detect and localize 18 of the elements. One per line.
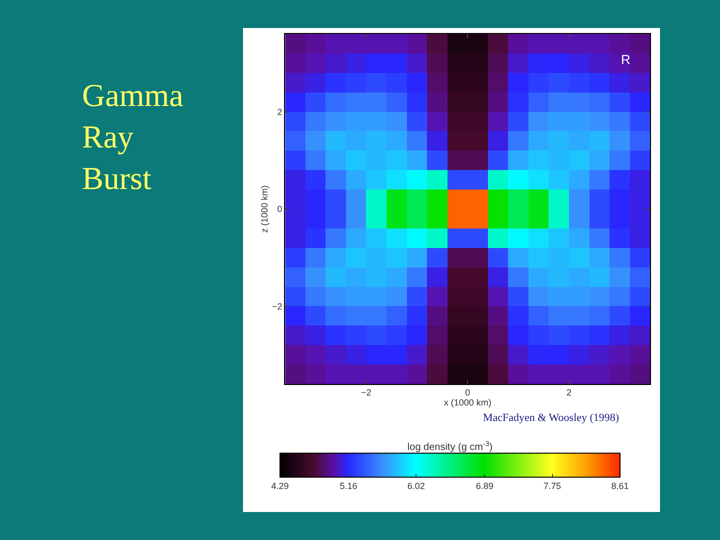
color-bar-label: 6.89 [476, 481, 494, 491]
color-bar-label: 5.16 [340, 481, 358, 491]
text: MacFadyen & Woosley (1998) [483, 412, 620, 424]
y-tick-label: 2 [277, 106, 282, 117]
text: Gamma Ray Burst [82, 77, 184, 196]
color-bar-title: log density (g cm$^{-3}$) [407, 440, 493, 454]
color-bar-label: 4.29 [271, 481, 289, 491]
x-axis-title: x (1000 km) [444, 398, 492, 408]
y-axis-title: z (1000 km) [259, 185, 270, 233]
x-tick-label: 2 [566, 388, 572, 398]
y-tick-label: 0 [277, 204, 282, 214]
color-bar-label: 8.61 [611, 481, 629, 491]
color-bar-label: 6.02 [407, 481, 425, 491]
annotation: R [621, 52, 630, 67]
y-tick-label: −2 [272, 301, 282, 312]
x-tick-label: −2 [361, 388, 372, 398]
color-bar-label: 7.75 [544, 481, 562, 491]
x-tick-label: 0 [465, 388, 470, 398]
